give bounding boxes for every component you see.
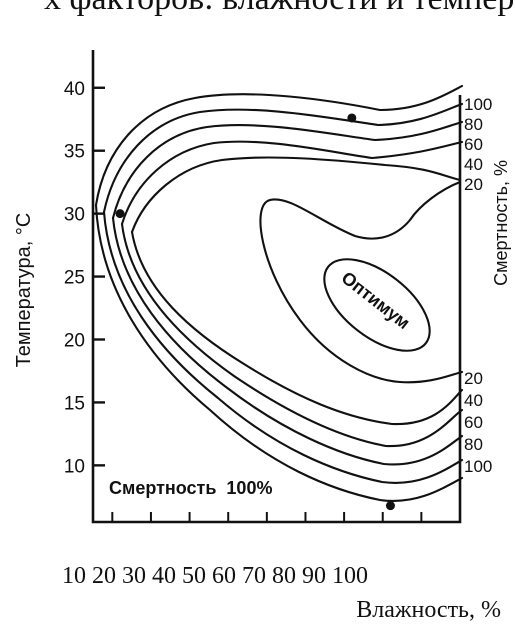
dot-0 bbox=[347, 113, 357, 123]
upper-label-100: 100 bbox=[464, 95, 492, 114]
lower-label-60: 60 bbox=[464, 413, 483, 432]
contour-40-lower bbox=[120, 222, 464, 448]
dots bbox=[115, 113, 395, 511]
lower-label-100: 100 bbox=[464, 457, 492, 476]
y-tick-label-10: 10 bbox=[64, 456, 85, 477]
contour-100 bbox=[94, 84, 464, 207]
contour-60-lower bbox=[111, 216, 464, 466]
upper-label-80: 80 bbox=[464, 115, 483, 134]
right-axis-label: Смертность, % bbox=[491, 160, 511, 286]
lower-label-20: 20 bbox=[464, 369, 483, 388]
plot-frame bbox=[91, 50, 462, 524]
lower-label-40: 40 bbox=[464, 391, 483, 410]
y-tick-label-20: 20 bbox=[64, 330, 85, 351]
y-tick-label-15: 15 bbox=[64, 393, 85, 414]
y-axis-title: Температура, °C bbox=[13, 213, 35, 368]
dot-1 bbox=[115, 209, 125, 219]
contour-20-lower bbox=[130, 230, 464, 426]
contour-20 bbox=[130, 156, 462, 234]
upper-label-20: 20 bbox=[464, 175, 483, 194]
x-axis-title: Влажность, % bbox=[356, 597, 501, 623]
top-text: х факторов: влажности и темпер bbox=[44, 0, 514, 18]
y-ticks: 10 15 20 25 30 35 40 bbox=[64, 79, 105, 477]
bottom-axis-labels: 10 20 30 40 50 60 70 80 90 100 bbox=[62, 563, 368, 589]
x-ticks bbox=[111, 512, 461, 522]
upper-label-40: 40 bbox=[464, 155, 483, 174]
y-tick-label-40: 40 bbox=[64, 79, 85, 100]
mortality-region-label: Смертность 100% bbox=[109, 478, 272, 498]
upper-label-60: 60 bbox=[464, 135, 483, 154]
contour-80 bbox=[102, 102, 464, 214]
contour-80-lower bbox=[102, 210, 464, 484]
contour-100-lower bbox=[94, 203, 464, 502]
contour-40 bbox=[120, 140, 464, 226]
optimum-ellipse bbox=[323, 258, 431, 352]
contour-60 bbox=[111, 120, 464, 220]
lower-label-80: 80 bbox=[464, 435, 483, 454]
y-tick-label-25: 25 bbox=[64, 268, 85, 289]
dot-2 bbox=[385, 501, 395, 511]
contour-inner-pocket bbox=[259, 180, 464, 384]
y-tick-label-30: 30 bbox=[64, 205, 85, 226]
y-tick-label-35: 35 bbox=[64, 142, 85, 163]
top-cut-text: х факторов: влажности и темпер bbox=[0, 0, 515, 28]
